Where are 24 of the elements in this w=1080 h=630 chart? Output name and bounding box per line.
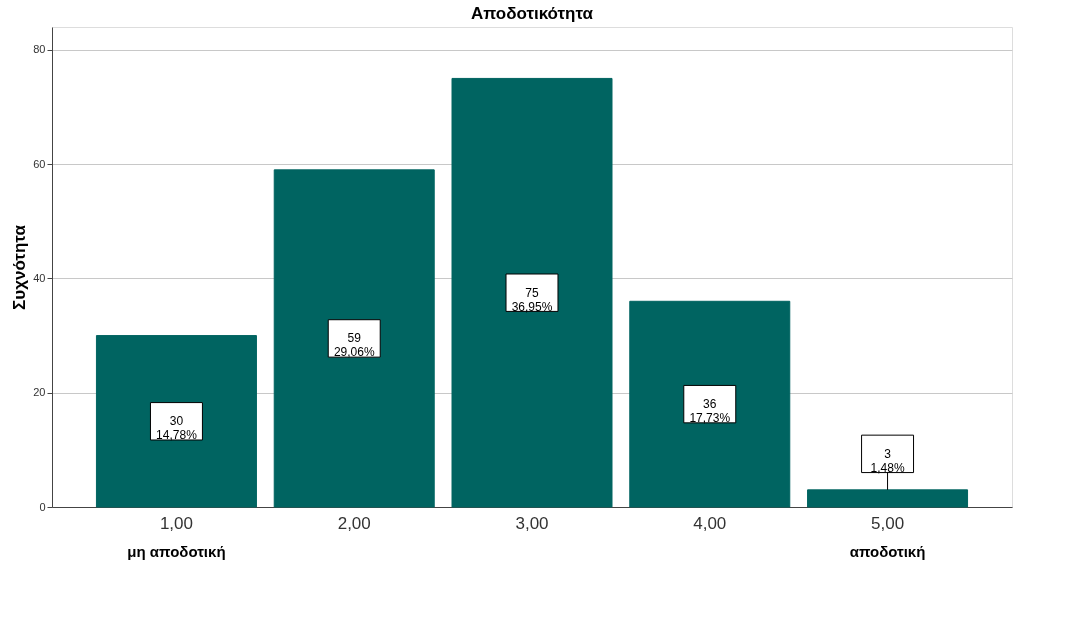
y-tick-label: 80 bbox=[33, 43, 46, 56]
bar bbox=[807, 489, 969, 508]
bar bbox=[95, 335, 257, 508]
data-label: 3 1,48% bbox=[870, 446, 905, 475]
bar bbox=[451, 77, 613, 508]
bar bbox=[629, 300, 791, 508]
y-tick-label: 20 bbox=[33, 386, 46, 399]
data-label: 30 14,78% bbox=[156, 414, 198, 443]
x-tick-label: 3,00 bbox=[515, 513, 549, 533]
data-label: 36 17,73% bbox=[689, 397, 731, 426]
text: αποδοτική bbox=[849, 543, 926, 560]
data-label: 75 36,95% bbox=[511, 285, 553, 314]
y-axis-title: Συχνότητα bbox=[10, 224, 30, 310]
y-tick-label: 0 bbox=[39, 500, 46, 513]
bar bbox=[273, 169, 435, 508]
x-tick-label: 2,00 bbox=[337, 513, 371, 533]
text: μη αποδοτική bbox=[127, 543, 226, 560]
y-tick-label: 40 bbox=[33, 271, 46, 284]
x-tick-label: 5,00 bbox=[871, 513, 905, 533]
data-label: 59 29,06% bbox=[333, 331, 375, 360]
chart-title: Αποδοτικότητα bbox=[470, 4, 594, 23]
x-tick-label: 1,00 bbox=[159, 513, 193, 533]
y-tick-label: 60 bbox=[33, 157, 46, 170]
x-tick-label: 4,00 bbox=[693, 513, 727, 533]
